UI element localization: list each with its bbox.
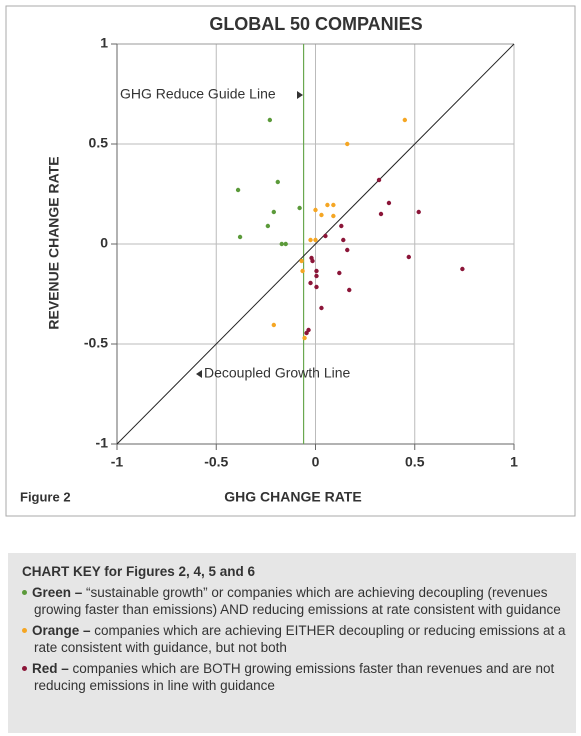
point — [271, 209, 277, 215]
y-tick-label: 1 — [100, 35, 108, 51]
chart-key: CHART KEY for Figures 2, 4, 5 and 6 Gree… — [8, 553, 576, 733]
y-tick-label: -0.5 — [84, 335, 108, 351]
point — [319, 305, 324, 311]
point — [386, 200, 392, 206]
point — [302, 335, 307, 341]
chart-frame — [5, 5, 576, 517]
figure-label: Figure 2 — [20, 489, 71, 504]
y-axis-label: REVENUE CHANGE RATE — [46, 156, 62, 329]
point — [341, 237, 346, 243]
x-axis-label: GHG CHANGE RATE — [224, 489, 361, 505]
x-tick-label: 0 — [312, 454, 320, 470]
point — [325, 202, 330, 208]
point — [271, 322, 277, 328]
point — [323, 233, 328, 239]
annotation: Decoupled Growth Line — [204, 365, 351, 381]
annotation: GHG Reduce Guide Line — [120, 86, 276, 102]
point — [237, 234, 243, 240]
y-tick-label: -1 — [96, 435, 109, 451]
point — [378, 211, 384, 217]
chart-title: GLOBAL 50 COMPANIES — [209, 14, 422, 34]
point — [416, 209, 421, 215]
plot: -1 -0.5 0 0.5 1 -1 -0.5 0 0.5 1 — [84, 35, 518, 470]
key-text: companies which are achieving EITHER dec… — [34, 623, 566, 655]
chart: GLOBAL 50 COMPANIES Figure 2 GHG CHANGE … — [5, 5, 576, 517]
point — [345, 247, 350, 253]
point — [460, 266, 465, 272]
point — [314, 268, 319, 274]
point — [265, 223, 271, 229]
point — [308, 280, 313, 286]
point — [283, 241, 288, 247]
x-tick-label: 1 — [510, 454, 518, 470]
point — [376, 177, 382, 183]
point — [319, 212, 324, 218]
key-item: Orange – companies which are achieving E… — [22, 622, 568, 656]
point — [402, 117, 408, 123]
point — [279, 241, 284, 247]
point — [310, 258, 315, 264]
x-tick-label: 0.5 — [405, 454, 425, 470]
point — [235, 187, 241, 193]
key-title: CHART KEY for Figures 2, 4, 5 and 6 — [22, 564, 256, 579]
arrow-icon — [297, 91, 303, 99]
key-dot — [22, 589, 27, 595]
key-item: Green – “sustainable growth” or companie… — [22, 584, 568, 618]
point — [331, 213, 336, 219]
point — [267, 117, 273, 123]
point — [406, 254, 411, 260]
point — [275, 179, 280, 185]
point — [345, 141, 350, 147]
key-dot — [22, 627, 27, 633]
x-tick-label: -1 — [111, 454, 124, 470]
point — [299, 258, 304, 264]
y-tick-label: 0.5 — [89, 135, 109, 151]
point — [297, 205, 302, 211]
key-label: Red – — [32, 661, 69, 676]
point — [339, 223, 344, 229]
key-text: companies which are BOTH growing emissio… — [34, 661, 555, 693]
key-label: Green – — [32, 585, 83, 600]
point — [313, 237, 318, 243]
point — [337, 270, 342, 276]
point — [314, 284, 319, 290]
point — [300, 268, 305, 274]
key-text: “sustainable growth” or companies which … — [34, 585, 561, 617]
key-item: Red – companies which are BOTH growing e… — [22, 660, 568, 694]
point — [304, 330, 309, 336]
decoupled-line — [116, 43, 515, 445]
key-dot — [22, 665, 27, 671]
key-label: Orange – — [32, 623, 91, 638]
point — [308, 237, 313, 243]
y-tick-label: 0 — [100, 235, 108, 251]
point — [314, 273, 319, 279]
point — [331, 202, 336, 208]
point — [313, 207, 318, 213]
arrow-icon — [196, 370, 202, 378]
x-tick-label: -0.5 — [204, 454, 228, 470]
point — [347, 287, 352, 293]
